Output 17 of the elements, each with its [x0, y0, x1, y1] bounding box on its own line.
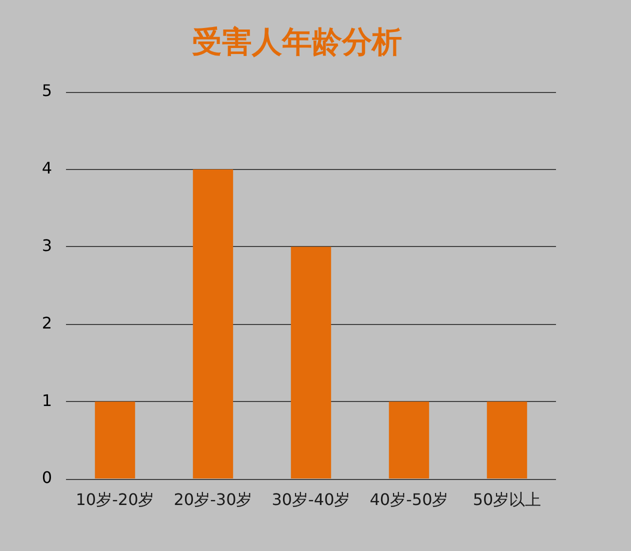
- y-tick-label: 3: [42, 236, 52, 255]
- y-tick-label: 0: [42, 468, 52, 488]
- bar: [192, 169, 234, 478]
- x-tick-label: 20岁-30岁: [174, 490, 252, 509]
- chart-title: 受害人年龄分析: [191, 24, 403, 62]
- bar: [486, 402, 528, 478]
- bar: [388, 402, 430, 478]
- y-tick-label: 4: [42, 158, 52, 178]
- y-tick-label: 5: [42, 81, 52, 100]
- bar: [290, 246, 332, 478]
- y-tick-label: 2: [42, 313, 52, 332]
- x-tick-label: 50岁以上: [472, 490, 542, 509]
- x-tick-label: 10岁-20岁: [76, 490, 154, 509]
- y-tick-label: 1: [42, 390, 52, 410]
- x-tick-label: 30岁-40岁: [272, 490, 350, 509]
- bar: [94, 402, 136, 478]
- x-tick-label: 40岁-50岁: [370, 490, 448, 509]
